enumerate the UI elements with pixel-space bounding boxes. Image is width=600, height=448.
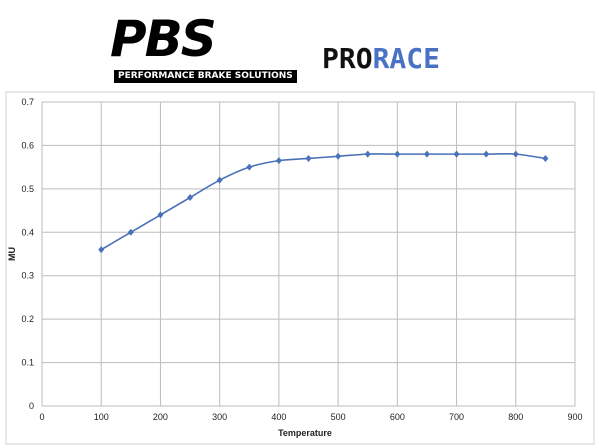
data-point	[483, 150, 490, 158]
data-point	[512, 150, 519, 158]
product-prefix: PRO	[322, 42, 373, 75]
chart-frame	[5, 91, 595, 445]
data-point	[394, 150, 401, 158]
x-tick-label: 100	[94, 412, 109, 422]
y-tick-label: 0.3	[21, 271, 34, 281]
y-tick-label: 0.1	[21, 358, 34, 368]
x-tick-label: 900	[567, 412, 582, 422]
y-tick-label: 0.7	[21, 97, 34, 107]
data-point	[542, 154, 549, 162]
x-tick-label: 500	[331, 412, 346, 422]
data-point	[98, 246, 105, 254]
y-tick-label: 0.6	[21, 140, 34, 150]
y-tick-label: 0.5	[21, 184, 34, 194]
logo-tagline: PERFORMANCE BRAKE SOLUTIONS	[114, 70, 297, 83]
x-tick-label: 0	[39, 412, 44, 422]
y-tick-label: 0	[29, 401, 34, 411]
data-point	[423, 150, 430, 158]
x-axis-label: Temperature	[278, 428, 332, 438]
data-point	[453, 150, 460, 158]
series-line	[100, 152, 546, 251]
x-tick-label: 300	[212, 412, 227, 422]
y-axis-label: MU	[7, 247, 17, 261]
data-point	[187, 194, 194, 202]
product-name: PRORACE	[322, 42, 440, 75]
data-point	[364, 150, 371, 158]
data-point	[335, 152, 342, 160]
data-point	[157, 211, 164, 219]
x-tick-label: 600	[390, 412, 405, 422]
y-tick-label: 0.4	[21, 227, 34, 237]
data-point	[305, 154, 312, 162]
y-tick-label: 0.2	[21, 314, 34, 324]
logo-text: PBS	[110, 10, 217, 68]
x-tick-label: 400	[271, 412, 286, 422]
data-point	[216, 176, 223, 184]
data-point	[246, 163, 253, 171]
x-tick-label: 200	[153, 412, 168, 422]
x-tick-label: 700	[449, 412, 464, 422]
x-tick-label: 800	[508, 412, 523, 422]
data-point	[127, 228, 134, 236]
pbs-logo: PBS PERFORMANCE BRAKE SOLUTIONS	[110, 14, 300, 86]
product-suffix: RACE	[372, 42, 441, 75]
data-point	[275, 157, 282, 165]
